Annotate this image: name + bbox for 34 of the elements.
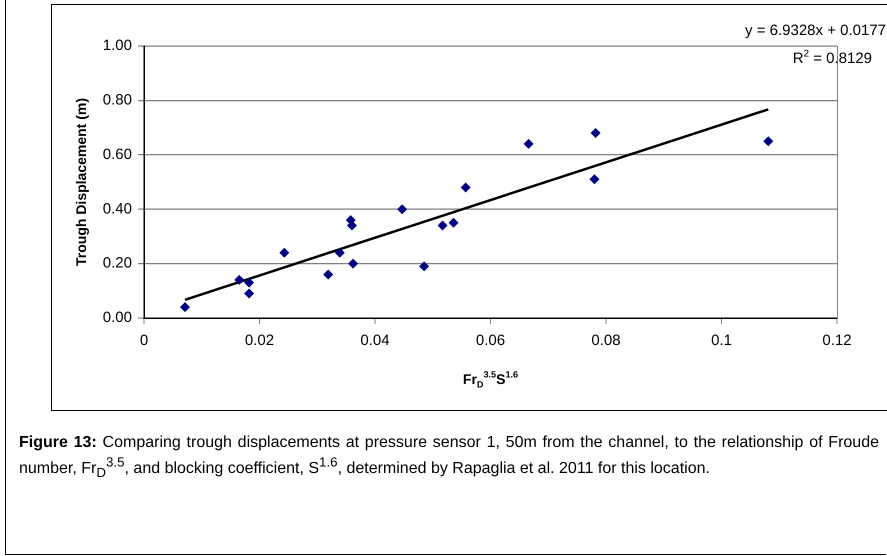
point (323, 269, 334, 280)
point (348, 258, 358, 269)
point (763, 136, 774, 146)
point (524, 138, 534, 149)
y-axis-title: Trough Displacement (m) (72, 98, 89, 266)
x-tick-label: 0.08 (591, 332, 621, 350)
x-tick-label: 0.04 (360, 332, 390, 350)
y-tick-label: 0.20 (102, 254, 132, 272)
point (234, 274, 244, 285)
point (180, 302, 190, 312)
y-tick-label: 0.40 (102, 200, 132, 218)
point (397, 204, 408, 214)
point (460, 182, 471, 192)
point (419, 261, 430, 272)
point (346, 220, 357, 231)
x-tick-label: 0.12 (822, 332, 852, 350)
point (244, 288, 254, 299)
point (334, 248, 345, 258)
y-tick-label: 0.00 (102, 309, 132, 326)
point (279, 248, 290, 258)
point (448, 218, 459, 228)
x-tick-label: 0.02 (244, 332, 274, 350)
point (590, 128, 601, 138)
point (244, 278, 254, 288)
y-tick-label: 0.60 (102, 146, 132, 163)
point (589, 174, 600, 184)
text: y = 6.9328x + 0.0177 (745, 22, 886, 40)
x-tick-label: 0.1 (711, 332, 732, 350)
y-tick-label: 0.80 (102, 92, 132, 109)
x-tick-label: 0 (140, 332, 148, 350)
caption: Figure 13: Comparing trough displacements at pressure sensor 1, 50m from the channel, to the relationship of Froude number, Fr$_{D}$$^{3.5}$, and blocking coefficient, S$^{1.6}$, determined by Rapaglia et al. 2011 for this location. (19, 434, 880, 481)
x-tick-label: 0.06 (476, 332, 506, 350)
y-tick-label: 1.00 (102, 37, 132, 54)
point (438, 220, 448, 231)
